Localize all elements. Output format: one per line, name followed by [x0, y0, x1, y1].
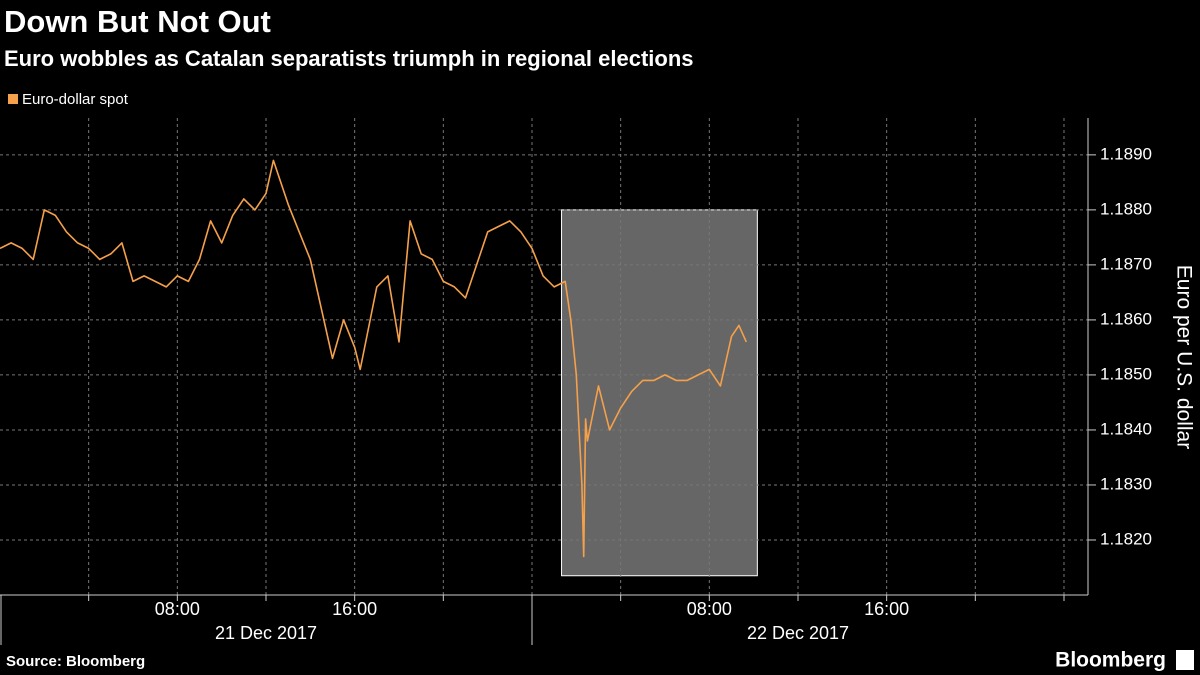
brand-icon — [1176, 650, 1194, 670]
x-date-label: 21 Dec 2017 — [215, 623, 317, 643]
y-tick-label: 1.1840 — [1100, 419, 1152, 438]
legend-swatch — [8, 94, 18, 104]
y-tick-label: 1.1850 — [1100, 364, 1152, 383]
chart-title: Down But Not Out — [4, 4, 271, 39]
x-tick-label: 08:00 — [687, 599, 732, 619]
legend-label: Euro-dollar spot — [22, 91, 129, 108]
y-axis-label: Euro per U.S. dollar — [1172, 265, 1195, 449]
chart-subtitle: Euro wobbles as Catalan separatists triu… — [4, 46, 694, 71]
y-tick-label: 1.1830 — [1100, 474, 1152, 493]
highlight-region — [561, 209, 758, 577]
y-tick-label: 1.1820 — [1100, 529, 1152, 548]
data-line — [0, 159, 748, 558]
source: Source: Bloomberg — [6, 653, 145, 670]
x-date-label: 22 Dec 2017 — [747, 623, 849, 643]
y-tick-label: 1.1860 — [1100, 309, 1152, 328]
y-tick-label: 1.1890 — [1100, 144, 1152, 163]
y-tick-label: 1.1880 — [1100, 199, 1152, 218]
x-tick-label: 16:00 — [332, 599, 377, 619]
y-tick-label: 1.1870 — [1100, 254, 1152, 273]
brand: Bloomberg — [1055, 649, 1166, 672]
x-tick-label: 16:00 — [864, 599, 909, 619]
x-tick-label: 08:00 — [155, 599, 200, 619]
